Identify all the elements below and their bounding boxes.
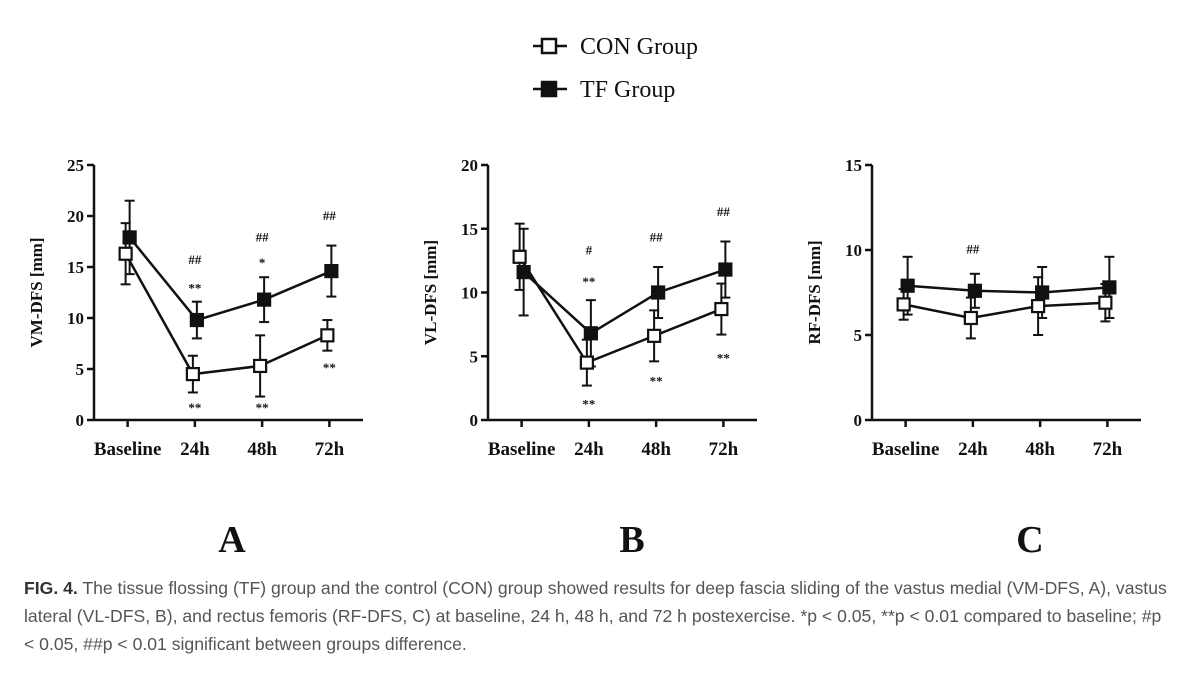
y-tick-label: 0 [470, 411, 479, 430]
x-tick-label: Baseline [872, 439, 940, 460]
con-data-point [963, 310, 978, 326]
tf-data-point [122, 230, 137, 245]
tf-data-point [900, 278, 915, 293]
con-data-point [579, 355, 594, 370]
x-tick-label: 48h [247, 439, 277, 460]
chart-panel-c: 0 5 10 15 Baseline 24h 48h 72h RF-DFS [mm] ## C [805, 156, 1141, 561]
con-data-point [320, 328, 335, 343]
significance-marker: ## [256, 230, 270, 245]
significance-marker: ## [650, 230, 664, 245]
y-tick-label: 0 [76, 411, 85, 430]
legend-con-swatch [533, 37, 567, 55]
y-axis-title: VL-DFS [mm] [421, 240, 440, 345]
significance-marker: ** [717, 351, 730, 366]
tf-data-point [516, 265, 531, 280]
caption-text: The tissue flossing (TF) group and the c… [24, 578, 1167, 654]
con-data-point [185, 367, 200, 382]
y-tick-label: 10 [67, 309, 84, 328]
x-tick-label: Baseline [488, 439, 556, 460]
tf-data-point [189, 312, 204, 328]
chart-panel-a: 0 5 10 15 20 25 Baseline 24h 48h 72h VM-DFS [mm] ##… [27, 156, 363, 561]
panel-letter: C [1016, 519, 1043, 561]
caption-label: FIG. 4. [24, 578, 78, 598]
significance-marker: ** [188, 281, 201, 296]
tf-data-point [651, 285, 666, 300]
y-tick-label: 20 [67, 207, 84, 226]
y-tick-label: 5 [470, 347, 479, 366]
tf-data-point [1035, 285, 1050, 300]
x-tick-label: 72h [1093, 439, 1123, 460]
series-line [522, 268, 726, 335]
x-tick-label: 48h [641, 439, 671, 460]
legend-tf-label: TF Group [580, 77, 675, 103]
figure-caption: FIG. 4. The tissue flossing (TF) group a… [24, 574, 1176, 658]
tf-data-point [967, 283, 982, 298]
significance-marker: ## [717, 204, 731, 219]
con-data-point [714, 301, 729, 317]
y-tick-label: 15 [67, 258, 84, 277]
con-data-point [647, 328, 662, 343]
y-tick-label: 5 [76, 360, 85, 379]
tf-data-point [324, 263, 339, 279]
significance-marker: ## [188, 252, 202, 267]
significance-marker: ** [650, 374, 663, 389]
y-tick-label: 5 [854, 326, 863, 345]
y-tick-label: 15 [461, 220, 478, 239]
con-data-point [253, 358, 268, 374]
legend-con-label: CON Group [580, 34, 698, 60]
tf-data-point [583, 326, 598, 341]
y-tick-label: 10 [461, 284, 478, 303]
series-line [903, 301, 1106, 320]
con-data-point [1098, 295, 1113, 310]
series-line [907, 284, 1110, 294]
legend: CON Group TF Group [533, 34, 698, 103]
significance-marker: ** [582, 397, 595, 412]
significance-marker: * [259, 255, 266, 270]
panel-letter: A [218, 519, 246, 561]
significance-marker: # [586, 242, 593, 257]
x-tick-label: 48h [1025, 439, 1055, 460]
y-tick-label: 10 [845, 241, 862, 260]
significance-marker: ** [582, 274, 595, 289]
significance-marker: ** [256, 400, 269, 415]
chart-panel-b: 0 5 10 15 20 Baseline 24h 48h 72h VL-DFS [mm] # ** *… [421, 156, 757, 561]
y-tick-label: 20 [461, 156, 478, 175]
con-data-point [512, 249, 527, 264]
x-tick-label: 72h [315, 439, 345, 460]
x-tick-label: 24h [958, 439, 988, 460]
significance-marker: ## [323, 208, 337, 223]
series-line [518, 256, 722, 365]
tf-data-point [257, 292, 272, 307]
y-tick-label: 25 [67, 156, 84, 175]
y-tick-label: 0 [854, 411, 863, 430]
x-tick-label: 24h [180, 439, 210, 460]
significance-marker: ## [966, 241, 980, 256]
x-tick-label: Baseline [94, 439, 162, 460]
x-tick-label: 24h [574, 439, 604, 460]
y-axis-title: RF-DFS [mm] [805, 240, 824, 344]
y-axis-title: VM-DFS [mm] [27, 238, 46, 348]
tf-data-point [1102, 280, 1117, 295]
significance-marker: ** [188, 400, 201, 415]
legend-tf-swatch [533, 80, 567, 98]
con-data-point [118, 246, 133, 261]
con-data-point [1031, 299, 1046, 314]
x-tick-label: 72h [709, 439, 739, 460]
significance-marker: ** [323, 360, 336, 375]
y-tick-label: 15 [845, 156, 862, 175]
tf-data-point [718, 262, 733, 277]
panel-letter: B [619, 519, 644, 561]
con-data-point [896, 297, 911, 312]
series-line [128, 236, 332, 322]
series-line [124, 253, 328, 376]
